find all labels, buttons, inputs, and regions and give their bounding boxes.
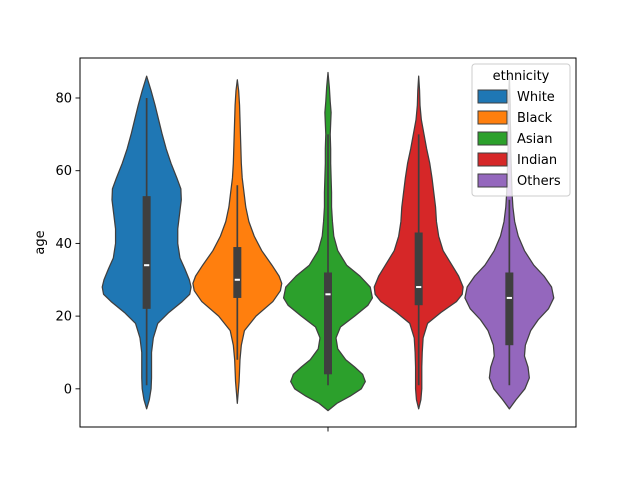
- legend-title: ethnicity: [493, 69, 550, 84]
- y-tick-label: 60: [55, 164, 72, 179]
- y-axis: 0 20 40 60 80: [55, 91, 80, 397]
- y-tick-label: 40: [55, 237, 72, 252]
- legend-swatch-white: [477, 89, 508, 104]
- y-tick-label: 80: [55, 91, 72, 106]
- legend-label-others: Others: [517, 174, 561, 189]
- iqr-box-others: [505, 272, 514, 346]
- legend-swatch-indian: [477, 152, 508, 167]
- violins-group: [101, 71, 555, 412]
- legend-swatch-asian: [477, 131, 508, 146]
- y-axis-label: age: [33, 230, 48, 254]
- legend-swatch-others: [477, 173, 508, 188]
- legend: ethnicity White Black Asian Indian Others: [471, 63, 571, 197]
- iqr-box-asian: [324, 272, 332, 375]
- legend-label-white: White: [517, 90, 555, 105]
- legend-label-black: Black: [517, 111, 553, 126]
- iqr-box-black: [233, 247, 242, 298]
- legend-label-indian: Indian: [517, 153, 557, 168]
- y-tick-label: 20: [55, 310, 72, 325]
- legend-swatch-black: [477, 110, 508, 125]
- legend-label-asian: Asian: [517, 132, 552, 147]
- iqr-box-white: [142, 196, 151, 309]
- y-tick-label: 0: [64, 382, 72, 397]
- iqr-box-indian: [414, 232, 423, 306]
